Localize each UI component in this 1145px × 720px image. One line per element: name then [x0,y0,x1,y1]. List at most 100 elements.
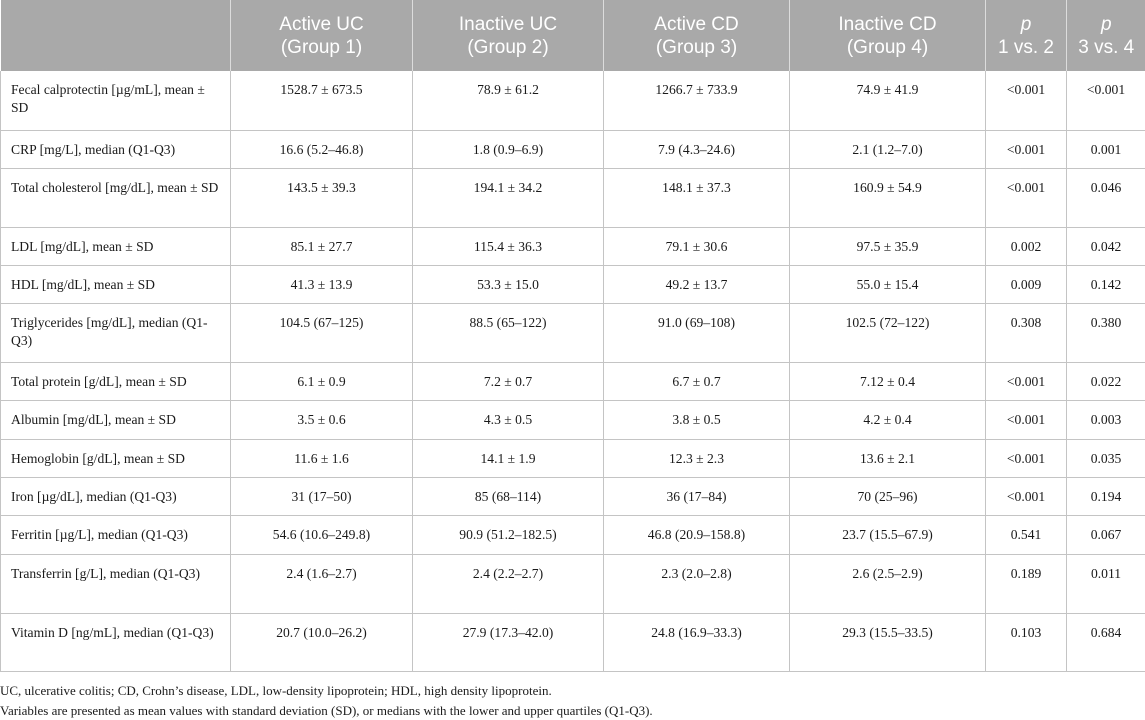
row-label: Albumin [mg/dL], mean ± SD [0,400,231,440]
table-row: Triglycerides [mg/dL], median (Q1-Q3) 104… [0,303,1145,363]
cell-p12: <0.001 [985,362,1067,401]
header-line2: (Group 3) [655,36,738,58]
cell-p12: 0.189 [985,554,1067,614]
header-row: Active UC (Group 1) Inactive UC (Group 2… [0,0,1145,71]
row-label: CRP [mg/L], median (Q1-Q3) [0,130,231,169]
cell-g3: 49.2 ± 13.7 [603,265,790,304]
row-label: Hemoglobin [g/dL], mean ± SD [0,439,231,478]
cell-p34: 0.001 [1066,130,1145,169]
cell-p34: 0.046 [1066,168,1145,228]
cell-g1: 41.3 ± 13.9 [230,265,413,304]
table-row: Total cholesterol [mg/dL], mean ± SD 143.… [0,168,1145,228]
cell-g2: 90.9 (51.2–182.5) [412,515,604,555]
cell-p12: 0.002 [985,227,1067,266]
header-p-symbol: p [1100,13,1112,35]
cell-g3: 2.3 (2.0–2.8) [603,554,790,614]
row-label: Vitamin D [ng/mL], median (Q1-Q3) [0,613,231,672]
cell-g2: 2.4 (2.2–2.7) [412,554,604,614]
cell-g1: 3.5 ± 0.6 [230,400,413,440]
cell-g1: 85.1 ± 27.7 [230,227,413,266]
cell-g2: 194.1 ± 34.2 [412,168,604,228]
cell-g2: 78.9 ± 61.2 [412,71,604,131]
table-row: Ferritin [µg/L], median (Q1-Q3) 54.6 (10.… [0,515,1145,555]
table-row: Fecal calprotectin [µg/mL], mean ± SD 152… [0,71,1145,131]
footnote-variables: Variables are presented as mean values w… [0,703,653,718]
cell-p34: 0.022 [1066,362,1145,401]
cell-g3: 12.3 ± 2.3 [603,439,790,478]
cell-p12: 0.541 [985,515,1067,555]
cell-p12: 0.009 [985,265,1067,304]
header-cell-active-uc: Active UC (Group 1) [230,0,413,71]
cell-g4: 7.12 ± 0.4 [789,362,986,401]
cell-g2: 27.9 (17.3–42.0) [412,613,604,672]
cell-g4: 55.0 ± 15.4 [789,265,986,304]
cell-g4: 97.5 ± 35.9 [789,227,986,266]
cell-g1: 31 (17–50) [230,477,413,516]
row-label: Total cholesterol [mg/dL], mean ± SD [0,168,231,228]
cell-g1: 104.5 (67–125) [230,303,413,363]
cell-g3: 79.1 ± 30.6 [603,227,790,266]
cell-p34: 0.067 [1066,515,1145,555]
lab-results-table: Active UC (Group 1) Inactive UC (Group 2… [0,0,1145,672]
cell-g3: 24.8 (16.9–33.3) [603,613,790,672]
table-row: HDL [mg/dL], mean ± SD 41.3 ± 13.9 53.3 ± … [0,265,1145,304]
header-line2: (Group 1) [280,36,363,58]
cell-p12: <0.001 [985,477,1067,516]
header-cell-p-1-vs-2: p 1 vs. 2 [985,0,1067,71]
cell-g4: 102.5 (72–122) [789,303,986,363]
cell-p12: <0.001 [985,439,1067,478]
cell-g4: 2.6 (2.5–2.9) [789,554,986,614]
header-line1: Inactive CD [838,13,937,35]
cell-g1: 20.7 (10.0–26.2) [230,613,413,672]
cell-g3: 7.9 (4.3–24.6) [603,130,790,169]
header-line1: Active UC [279,13,364,35]
header-cell-p-3-vs-4: p 3 vs. 4 [1066,0,1145,71]
row-label: Total protein [g/dL], mean ± SD [0,362,231,401]
row-label: Ferritin [µg/L], median (Q1-Q3) [0,515,231,555]
cell-g1: 6.1 ± 0.9 [230,362,413,401]
cell-g2: 4.3 ± 0.5 [412,400,604,440]
header-cell-active-cd: Active CD (Group 3) [603,0,790,71]
cell-p12: <0.001 [985,71,1067,131]
header-line1: Active CD [654,13,739,35]
cell-g3: 148.1 ± 37.3 [603,168,790,228]
cell-g4: 23.7 (15.5–67.9) [789,515,986,555]
row-label: Triglycerides [mg/dL], median (Q1-Q3) [0,303,231,363]
cell-p34: 0.142 [1066,265,1145,304]
cell-g4: 70 (25–96) [789,477,986,516]
cell-g1: 1528.7 ± 673.5 [230,71,413,131]
cell-g2: 88.5 (65–122) [412,303,604,363]
cell-g4: 13.6 ± 2.1 [789,439,986,478]
table-row: Transferrin [g/L], median (Q1-Q3) 2.4 (1.… [0,554,1145,614]
cell-g4: 29.3 (15.5–33.5) [789,613,986,672]
cell-g3: 36 (17–84) [603,477,790,516]
header-line2: (Group 4) [846,36,929,58]
cell-g2: 1.8 (0.9–6.9) [412,130,604,169]
table-row: Iron [µg/dL], median (Q1-Q3) 31 (17–50) 85… [0,477,1145,516]
table-row: Vitamin D [ng/mL], median (Q1-Q3) 20.7 (1… [0,613,1145,672]
table-body: Fecal calprotectin [µg/mL], mean ± SD 152… [0,71,1145,672]
cell-p12: 0.308 [985,303,1067,363]
cell-g1: 54.6 (10.6–249.8) [230,515,413,555]
row-label: Transferrin [g/L], median (Q1-Q3) [0,554,231,614]
cell-g3: 46.8 (20.9–158.8) [603,515,790,555]
cell-g3: 3.8 ± 0.5 [603,400,790,440]
cell-g3: 6.7 ± 0.7 [603,362,790,401]
table-row: Total protein [g/dL], mean ± SD 6.1 ± 0.9… [0,362,1145,401]
cell-p34: 0.684 [1066,613,1145,672]
cell-p12: <0.001 [985,168,1067,228]
cell-g2: 7.2 ± 0.7 [412,362,604,401]
table-row: Hemoglobin [g/dL], mean ± SD 11.6 ± 1.6 14… [0,439,1145,478]
cell-g2: 115.4 ± 36.3 [412,227,604,266]
header-cell-inactive-uc: Inactive UC (Group 2) [412,0,604,71]
cell-p12: <0.001 [985,130,1067,169]
row-label: Fecal calprotectin [µg/mL], mean ± SD [0,71,231,131]
cell-g3: 1266.7 ± 733.9 [603,71,790,131]
header-line2: 3 vs. 4 [1078,36,1135,58]
cell-g1: 11.6 ± 1.6 [230,439,413,478]
cell-g2: 14.1 ± 1.9 [412,439,604,478]
cell-p34: 0.042 [1066,227,1145,266]
row-label: LDL [mg/dL], mean ± SD [0,227,231,266]
table-row: Albumin [mg/dL], mean ± SD 3.5 ± 0.6 4.3 ±… [0,400,1145,440]
header-line1: Inactive UC [458,13,558,35]
